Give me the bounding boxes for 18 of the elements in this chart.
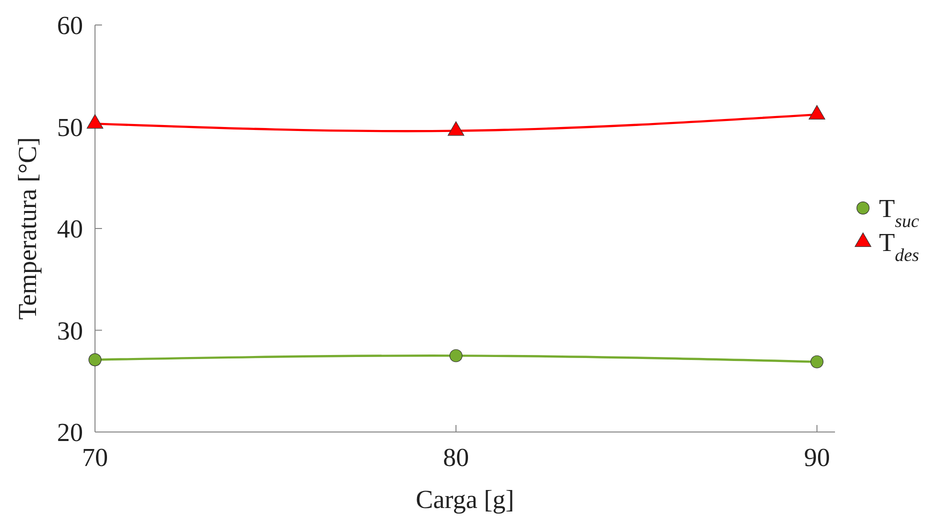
point — [448, 121, 464, 136]
legend-label: T$_{suc}$ — [879, 194, 920, 231]
y-tick-label: 60 — [57, 11, 83, 40]
y-tick-label: 50 — [57, 112, 83, 142]
point — [449, 349, 462, 362]
point — [88, 353, 102, 366]
x-tick-label: 70 — [82, 443, 108, 472]
x-tick-label: 80 — [442, 443, 469, 472]
x-tick-label: 90 — [804, 443, 830, 472]
point — [86, 114, 104, 129]
y-tick-label: 30 — [57, 316, 83, 346]
point — [810, 355, 824, 368]
y-axis-title: Temperatura [°C] — [13, 137, 42, 320]
y-tick-label: 20 — [57, 418, 83, 447]
legend-label: T$_{des}$ — [879, 228, 920, 265]
y-tick-label: 40 — [57, 214, 83, 244]
point — [808, 105, 826, 120]
x-axis-title: Carga [g] — [416, 485, 514, 514]
